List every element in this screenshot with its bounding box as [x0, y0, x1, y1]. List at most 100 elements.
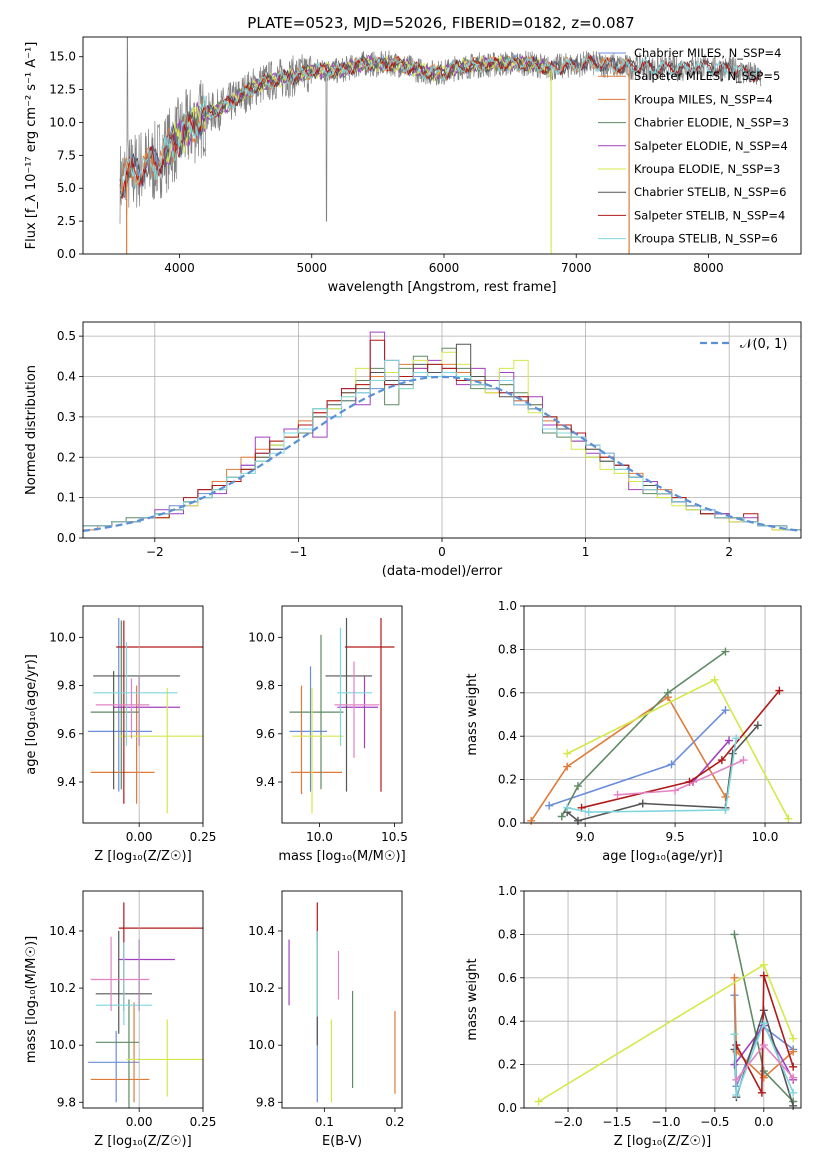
y-axis-label: Normed distribution	[24, 365, 39, 495]
weight-marker	[759, 1041, 768, 1050]
y-tick-label: 9.8	[256, 1095, 275, 1109]
model-spectrum	[165, 54, 550, 166]
weight-marker	[759, 1019, 768, 1028]
y-tick-label: 9.8	[256, 679, 275, 693]
weight-marker	[667, 760, 676, 769]
weight-marker	[671, 786, 680, 795]
legend-entry: Chabrier ELODIE, N_SSP=3	[634, 116, 789, 130]
x-tick-label: 10.5	[381, 830, 408, 844]
y-tick-label: 0.2	[498, 1058, 517, 1072]
weight-marker	[730, 1030, 739, 1039]
weight-line	[733, 977, 794, 1079]
weight-marker	[721, 647, 730, 656]
data-point	[95, 999, 140, 1108]
data-point	[93, 671, 181, 790]
weight-marker	[527, 816, 536, 825]
y-tick-label: 0.4	[498, 1014, 517, 1028]
weight-line	[566, 724, 759, 822]
x-tick-label: 10.0	[306, 830, 333, 844]
weight-line	[530, 695, 727, 822]
error-bars	[88, 902, 203, 1108]
data-point	[118, 687, 203, 814]
weight-marker	[717, 756, 726, 765]
x-axis-label: E(B-V)	[322, 1134, 362, 1149]
error-bars	[88, 618, 203, 814]
y-tick-label: 0.6	[498, 686, 517, 700]
weight-line	[735, 975, 794, 1096]
x-axis-label: wavelength [Angstrom, rest frame]	[328, 280, 557, 295]
plot-frame	[281, 605, 403, 824]
x-axis-label: Z [log₁₀(Z/Z☉)]	[94, 1134, 191, 1149]
weight-line	[581, 690, 781, 809]
data-point	[118, 939, 175, 1011]
weight-marker	[730, 930, 739, 939]
x-tick-label: −1.5	[602, 1115, 631, 1129]
y-tick-label: 9.4	[256, 775, 275, 789]
y-axis-label: age [log₁₀(age/yr)]	[24, 654, 39, 775]
y-tick-label: 9.4	[57, 775, 76, 789]
x-tick-label: −0.5	[700, 1115, 729, 1129]
ebv_vs_mass-panel: 0.1 0.2 9.8 10.0 10.2 10.4 E(B-V)	[248, 890, 404, 1149]
x-tick-label: 0.00	[126, 1115, 153, 1129]
x-tick-label: 0.2	[385, 1115, 404, 1129]
plot-frame	[82, 890, 204, 1109]
spectrum-panel: 4000 5000 6000 7000 8000 0.0 2.5 5.0 7.5 10.0 12.5…	[24, 36, 802, 295]
y-tick-label: 7.5	[57, 148, 76, 162]
y-tick-label: 0.0	[498, 1101, 517, 1115]
x-tick-label: 5000	[296, 261, 327, 275]
data-point	[90, 1002, 150, 1103]
y-tick-label: 10.4	[248, 924, 275, 938]
x-tick-label: −1.0	[651, 1115, 680, 1129]
weight-marker	[710, 675, 719, 684]
y-tick-label: 9.6	[256, 727, 275, 741]
weight-marker	[775, 686, 784, 695]
x-tick-label: 6000	[429, 261, 460, 275]
legend: Chabrier MILES, N_SSP=4 Salpeter MILES, N…	[598, 46, 789, 246]
x-tick-label: 8000	[693, 261, 724, 275]
plot-frame	[82, 36, 802, 255]
weight-series	[534, 930, 798, 1110]
weight-line	[733, 1021, 794, 1096]
y-tick-label: 0.3	[57, 410, 76, 424]
y-tick-label: 0.4	[57, 370, 76, 384]
data-point	[289, 634, 344, 790]
weight-marker	[728, 749, 737, 758]
legend-entry: Salpeter STELIB, N_SSP=4	[634, 208, 785, 222]
y-tick-label: 0.6	[498, 971, 517, 985]
plot-frame	[523, 605, 802, 824]
weight-marker	[563, 749, 572, 758]
y-tick-label: 10.0	[49, 630, 76, 644]
x-tick-label: 0.25	[190, 1115, 217, 1129]
y-axis-label: mass weight	[465, 958, 480, 1040]
weight-line	[567, 738, 737, 813]
x-tick-label: −1	[290, 545, 308, 559]
weight-marker	[753, 721, 762, 730]
weight-marker	[789, 1088, 798, 1097]
weight-marker	[721, 706, 730, 715]
plot-frame	[281, 890, 403, 1109]
y-tick-label: 0.0	[57, 247, 76, 261]
plot-layer: 4000 5000 6000 7000 80000.02.55.07.510.012.5…	[24, 36, 802, 1149]
y-tick-label: 9.8	[57, 679, 76, 693]
data-point	[291, 685, 342, 795]
y-tick-label: 15.0	[49, 50, 76, 64]
legend-entry: Salpeter MILES, N_SSP=5	[634, 69, 780, 83]
x-axis-label: Z [log₁₀(Z/Z☉)]	[614, 1134, 711, 1149]
legend-entry: Salpeter ELODIE, N_SSP=4	[634, 139, 788, 153]
data-point	[126, 1019, 203, 1097]
weight-marker	[732, 1041, 741, 1050]
legend-entry: Chabrier STELIB, N_SSP=6	[634, 185, 786, 199]
plot-frame	[82, 321, 802, 539]
spectrum-lines	[119, 37, 762, 254]
y-tick-label: 0.8	[498, 927, 517, 941]
weight-marker	[613, 790, 622, 799]
weight-marker	[563, 762, 572, 771]
legend-entry: Kroupa MILES, N_SSP=4	[634, 92, 773, 106]
weight-marker	[557, 812, 566, 821]
y-tick-label: 0.0	[57, 531, 76, 545]
weight-series	[527, 647, 793, 825]
histograms	[83, 331, 801, 538]
weight-marker	[563, 803, 572, 812]
y-tick-label: 2.5	[57, 214, 76, 228]
